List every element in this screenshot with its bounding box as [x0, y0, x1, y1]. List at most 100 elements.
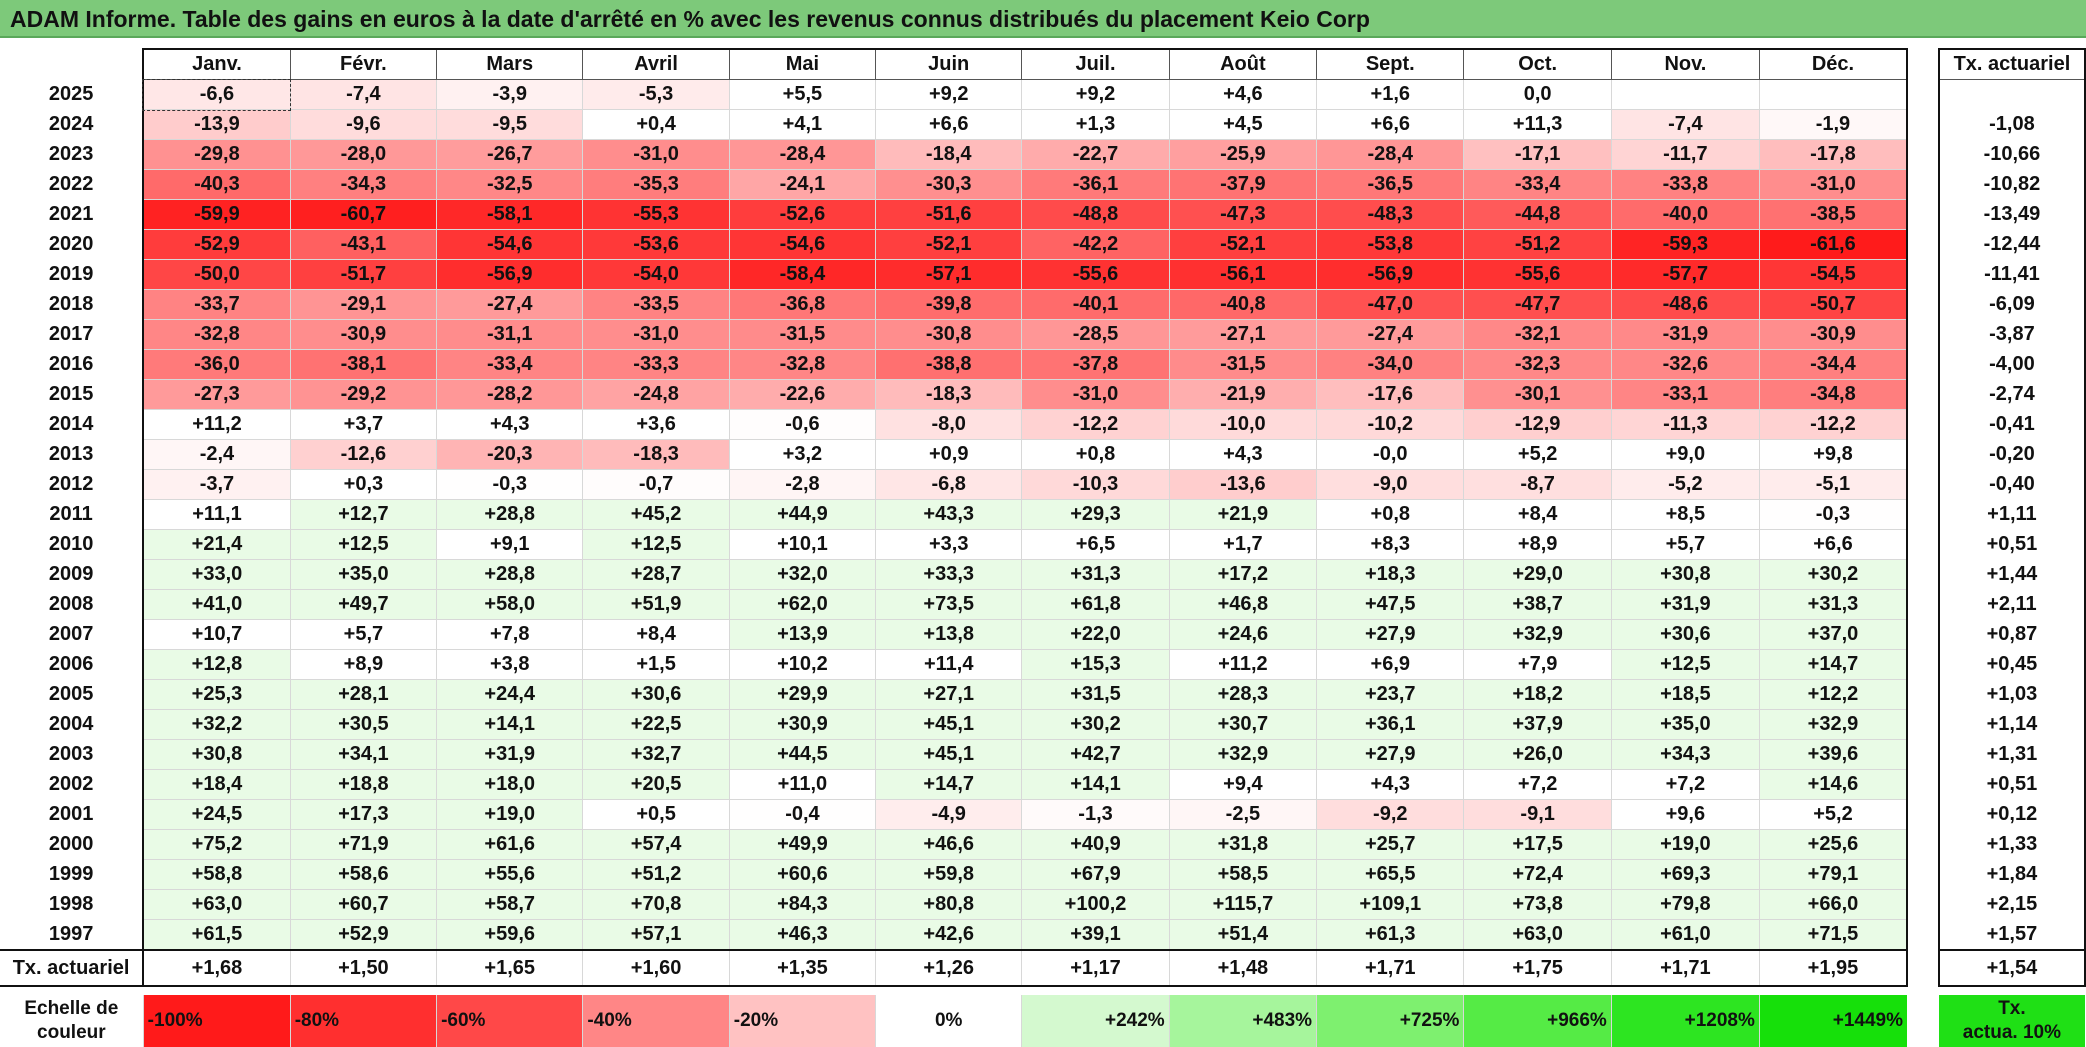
gain-cell: -27,3: [143, 380, 290, 410]
gain-cell: -11,7: [1611, 140, 1759, 170]
footer-rate-cell: +1,95: [1759, 950, 1907, 986]
gain-cell: -56,9: [1317, 260, 1464, 290]
gain-cell: +26,0: [1464, 740, 1611, 770]
gain-cell: -6,6: [143, 80, 290, 110]
gain-cell: -10,2: [1317, 410, 1464, 440]
table-row: 2013-2,4-12,6-20,3-18,3+3,2+0,9+0,8+4,3-…: [0, 440, 2085, 470]
gain-cell: -5,2: [1611, 470, 1759, 500]
gain-cell: -59,9: [143, 200, 290, 230]
rate-cell: -11,41: [1939, 260, 2085, 290]
column-gap: [1907, 260, 1939, 290]
gain-cell: -33,3: [583, 350, 729, 380]
gain-cell: +12,5: [290, 530, 436, 560]
year-label: 2025: [0, 80, 143, 110]
gain-cell: +49,7: [290, 590, 436, 620]
gain-cell: -31,0: [583, 140, 729, 170]
gain-cell: +9,2: [876, 80, 1022, 110]
rate-cell: +2,11: [1939, 590, 2085, 620]
gain-cell: +18,0: [437, 770, 583, 800]
gain-cell: +42,6: [876, 920, 1022, 951]
column-gap: [1907, 410, 1939, 440]
gain-cell: -57,7: [1611, 260, 1759, 290]
gain-cell: +20,5: [583, 770, 729, 800]
footer-row: Tx. actuariel+1,68+1,50+1,65+1,60+1,35+1…: [0, 950, 2085, 986]
rate-cell: +0,87: [1939, 620, 2085, 650]
gain-cell: +0,8: [1317, 500, 1464, 530]
rate-cell: -13,49: [1939, 200, 2085, 230]
gain-cell: +28,8: [437, 500, 583, 530]
gain-cell: +29,0: [1464, 560, 1611, 590]
gain-cell: +7,2: [1611, 770, 1759, 800]
gain-cell: +7,2: [1464, 770, 1611, 800]
gain-cell: +51,9: [583, 590, 729, 620]
gain-cell: +29,9: [729, 680, 875, 710]
gain-cell: +35,0: [290, 560, 436, 590]
gain-cell: +8,9: [1464, 530, 1611, 560]
year-label: 2019: [0, 260, 143, 290]
gain-cell: +18,3: [1317, 560, 1464, 590]
gain-cell: +22,0: [1022, 620, 1169, 650]
color-scale-swatch: -100%: [143, 995, 290, 1047]
month-header: Juil.: [1022, 49, 1169, 80]
color-scale-label-line2: couleur: [0, 1021, 143, 1045]
table-row: 2015-27,3-29,2-28,2-24,8-22,6-18,3-31,0-…: [0, 380, 2085, 410]
rate-cell: +1,31: [1939, 740, 2085, 770]
year-label: 2015: [0, 380, 143, 410]
year-label: 2016: [0, 350, 143, 380]
gain-cell: +31,3: [1759, 590, 1907, 620]
gain-cell: -17,1: [1464, 140, 1611, 170]
gain-cell: -28,4: [729, 140, 875, 170]
gain-cell: -37,8: [1022, 350, 1169, 380]
table-row: 2011+11,1+12,7+28,8+45,2+44,9+43,3+29,3+…: [0, 500, 2085, 530]
column-gap: [1907, 49, 1939, 80]
gain-cell: +61,8: [1022, 590, 1169, 620]
gain-cell: +14,1: [437, 710, 583, 740]
gain-cell: -50,7: [1759, 290, 1907, 320]
year-label: 2018: [0, 290, 143, 320]
gain-cell: -31,5: [1169, 350, 1316, 380]
gain-cell: -53,6: [583, 230, 729, 260]
gain-cell: -55,6: [1464, 260, 1611, 290]
gain-cell: 0,0: [1464, 80, 1611, 110]
gain-cell: +30,8: [143, 740, 290, 770]
gain-cell: -56,9: [437, 260, 583, 290]
gain-cell: +30,6: [583, 680, 729, 710]
gain-cell: -9,0: [1317, 470, 1464, 500]
spacer-cell: [0, 986, 2085, 995]
gain-cell: -12,2: [1022, 410, 1169, 440]
gain-cell: +31,5: [1022, 680, 1169, 710]
table-row: 2022-40,3-34,3-32,5-35,3-24,1-30,3-36,1-…: [0, 170, 2085, 200]
gain-cell: -2,4: [143, 440, 290, 470]
table-row: 2004+32,2+30,5+14,1+22,5+30,9+45,1+30,2+…: [0, 710, 2085, 740]
gain-cell: +1,5: [583, 650, 729, 680]
gain-cell: +24,6: [1169, 620, 1316, 650]
gain-cell: +30,9: [729, 710, 875, 740]
gain-cell: +1,7: [1169, 530, 1316, 560]
gains-table-body: 2025-6,6-7,4-3,9-5,3+5,5+9,2+9,2+4,6+1,6…: [0, 80, 2085, 1047]
month-header: Sept.: [1317, 49, 1464, 80]
column-gap: [1907, 80, 1939, 110]
gain-cell: +70,8: [583, 890, 729, 920]
column-gap: [1907, 140, 1939, 170]
rate-cell: -1,08: [1939, 110, 2085, 140]
color-scale-swatch: 0%: [876, 995, 1022, 1047]
year-label: 1998: [0, 890, 143, 920]
table-row: 1998+63,0+60,7+58,7+70,8+84,3+80,8+100,2…: [0, 890, 2085, 920]
column-gap: [1907, 710, 1939, 740]
gain-cell: +59,6: [437, 920, 583, 951]
gain-cell: +71,9: [290, 830, 436, 860]
gain-cell: +58,6: [290, 860, 436, 890]
gain-cell: -28,0: [290, 140, 436, 170]
gain-cell: +9,2: [1022, 80, 1169, 110]
gain-cell: +59,8: [876, 860, 1022, 890]
gain-cell: +52,9: [290, 920, 436, 951]
gain-cell: +69,3: [1611, 860, 1759, 890]
gain-cell: -38,5: [1759, 200, 1907, 230]
gain-cell: -28,2: [437, 380, 583, 410]
gain-cell: -27,4: [1317, 320, 1464, 350]
gain-cell: +67,9: [1022, 860, 1169, 890]
table-row: 2016-36,0-38,1-33,4-33,3-32,8-38,8-37,8-…: [0, 350, 2085, 380]
gain-cell: +58,0: [437, 590, 583, 620]
gain-cell: +37,0: [1759, 620, 1907, 650]
